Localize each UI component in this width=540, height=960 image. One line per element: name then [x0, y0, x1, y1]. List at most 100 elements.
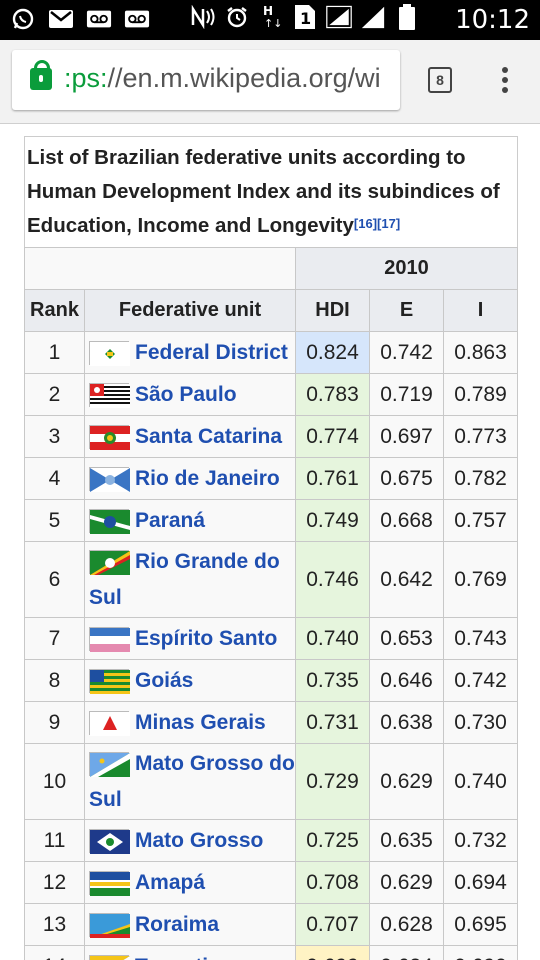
signal-strength-2-icon	[360, 6, 386, 29]
rank-header[interactable]: Rank	[24, 289, 85, 332]
hdi-cell: 0.824	[295, 331, 370, 374]
tab-switcher-button[interactable]: 8	[428, 67, 452, 93]
table-row: 4 Rio de Janeiro 0.761 0.675 0.782	[24, 457, 518, 500]
income-cell: 0.690	[443, 945, 518, 960]
table-row: 10 Mato Grosso do Sul 0.729 0.629 0.740	[24, 743, 518, 820]
income-cell: 0.732	[443, 819, 518, 862]
espirito-santo-flag-icon[interactable]	[89, 626, 130, 652]
unit-link[interactable]: Mato Grosso	[135, 828, 264, 852]
income-header[interactable]: I	[443, 289, 518, 332]
unit-link[interactable]: Paraná	[135, 508, 206, 532]
parana-flag-icon[interactable]	[89, 508, 130, 534]
rank-cell: 6	[24, 541, 85, 618]
empty-header-cell	[24, 247, 296, 290]
hdi-cell: 0.708	[295, 861, 370, 904]
unit-link[interactable]: Goiás	[135, 668, 194, 692]
education-cell: 0.653	[369, 617, 444, 660]
voicemail-icon	[124, 8, 150, 30]
hdi-cell: 0.749	[295, 499, 370, 542]
unit-link[interactable]: Federal District	[135, 340, 288, 364]
income-cell: 0.694	[443, 861, 518, 904]
education-cell: 0.629	[369, 861, 444, 904]
unit-cell: Mato Grosso do Sul	[84, 743, 296, 820]
rank-cell: 7	[24, 617, 85, 660]
address-bar[interactable]: :ps://en.m.wikipedia.org/wi	[12, 50, 400, 110]
hdi-cell: 0.729	[295, 743, 370, 820]
unit-cell: São Paulo	[84, 373, 296, 416]
table-caption: List of Brazilian federative units accor…	[24, 136, 518, 247]
reference-17[interactable]: [17]	[377, 216, 401, 231]
mato-grosso-flag-icon[interactable]	[89, 828, 130, 854]
santa-catarina-flag-icon[interactable]	[89, 424, 130, 450]
unit-cell: Rio de Janeiro	[84, 457, 296, 500]
rank-cell: 8	[24, 659, 85, 702]
goias-flag-icon[interactable]	[89, 668, 130, 694]
roraima-flag-icon[interactable]	[89, 912, 130, 938]
federative-unit-header[interactable]: Federative unit	[84, 289, 296, 332]
svg-text:H: H	[263, 4, 273, 18]
table-row: 6 Rio Grande do Sul 0.746 0.642 0.769	[24, 541, 518, 618]
unit-cell: Santa Catarina	[84, 415, 296, 458]
sao-paulo-flag-icon[interactable]	[89, 382, 130, 408]
amapa-flag-icon[interactable]	[89, 870, 130, 896]
income-cell: 0.743	[443, 617, 518, 660]
svg-text:↑↓: ↑↓	[264, 17, 281, 30]
hdi-cell: 0.699	[295, 945, 370, 960]
hdi-cell: 0.725	[295, 819, 370, 862]
education-cell: 0.719	[369, 373, 444, 416]
income-cell: 0.773	[443, 415, 518, 458]
unit-link[interactable]: Amapá	[135, 870, 206, 894]
status-bar: H ↑↓ 1 10:12	[0, 0, 540, 40]
hdi-cell: 0.707	[295, 903, 370, 946]
income-cell: 0.730	[443, 701, 518, 744]
table-row: 2 São Paulo 0.783 0.719 0.789	[24, 373, 518, 416]
reference-16[interactable]: [16]	[353, 216, 378, 231]
education-cell: 0.675	[369, 457, 444, 500]
rio-de-janeiro-flag-icon[interactable]	[89, 466, 130, 492]
education-cell: 0.624	[369, 945, 444, 960]
unit-cell: Federal District	[84, 331, 296, 374]
unit-link[interactable]: Tocantins	[135, 955, 233, 960]
tocantins-flag-icon[interactable]	[89, 954, 130, 960]
unit-cell: Paraná	[84, 499, 296, 542]
education-cell: 0.668	[369, 499, 444, 542]
federal-district-flag-icon[interactable]	[89, 340, 130, 366]
unit-cell: Tocantins	[84, 945, 296, 960]
rank-cell: 2	[24, 373, 85, 416]
page-content: List of Brazilian federative units accor…	[0, 124, 540, 960]
unit-link[interactable]: Mato Grosso do Sul	[89, 751, 295, 811]
hdi-cell: 0.783	[295, 373, 370, 416]
unit-link[interactable]: Espírito Santo	[135, 626, 278, 650]
education-cell: 0.646	[369, 659, 444, 702]
unit-cell: Roraima	[84, 903, 296, 946]
education-header[interactable]: E	[369, 289, 444, 332]
whatsapp-icon	[10, 8, 36, 30]
data-hplus-icon: H ↑↓	[258, 4, 284, 30]
rank-cell: 10	[24, 743, 85, 820]
unit-link[interactable]: São Paulo	[135, 382, 237, 406]
mato-grosso-do-sul-flag-icon[interactable]	[89, 751, 130, 777]
rank-cell: 9	[24, 701, 85, 744]
unit-cell: Goiás	[84, 659, 296, 702]
hdi-header[interactable]: HDI	[295, 289, 370, 332]
minas-gerais-flag-icon[interactable]	[89, 710, 130, 736]
table-row: 11 Mato Grosso 0.725 0.635 0.732	[24, 819, 518, 862]
education-cell: 0.635	[369, 819, 444, 862]
unit-link[interactable]: Rio de Janeiro	[135, 466, 280, 490]
unit-cell: Rio Grande do Sul	[84, 541, 296, 618]
income-cell: 0.695	[443, 903, 518, 946]
year-header: 2010	[295, 247, 518, 290]
overflow-menu-button[interactable]	[500, 67, 510, 97]
unit-link[interactable]: Santa Catarina	[135, 424, 283, 448]
unit-link[interactable]: Rio Grande do Sul	[89, 549, 280, 609]
url-text[interactable]: :ps://en.m.wikipedia.org/wi	[64, 63, 381, 93]
unit-cell: Espírito Santo	[84, 617, 296, 660]
table-row: 1 Federal District 0.824 0.742 0.863	[24, 331, 518, 374]
hdi-cell: 0.746	[295, 541, 370, 618]
rio-grande-do-sul-flag-icon[interactable]	[89, 549, 130, 575]
education-cell: 0.638	[369, 701, 444, 744]
hdi-cell: 0.740	[295, 617, 370, 660]
table-row: 5 Paraná 0.749 0.668 0.757	[24, 499, 518, 542]
unit-link[interactable]: Roraima	[135, 912, 220, 936]
unit-link[interactable]: Minas Gerais	[135, 710, 266, 734]
